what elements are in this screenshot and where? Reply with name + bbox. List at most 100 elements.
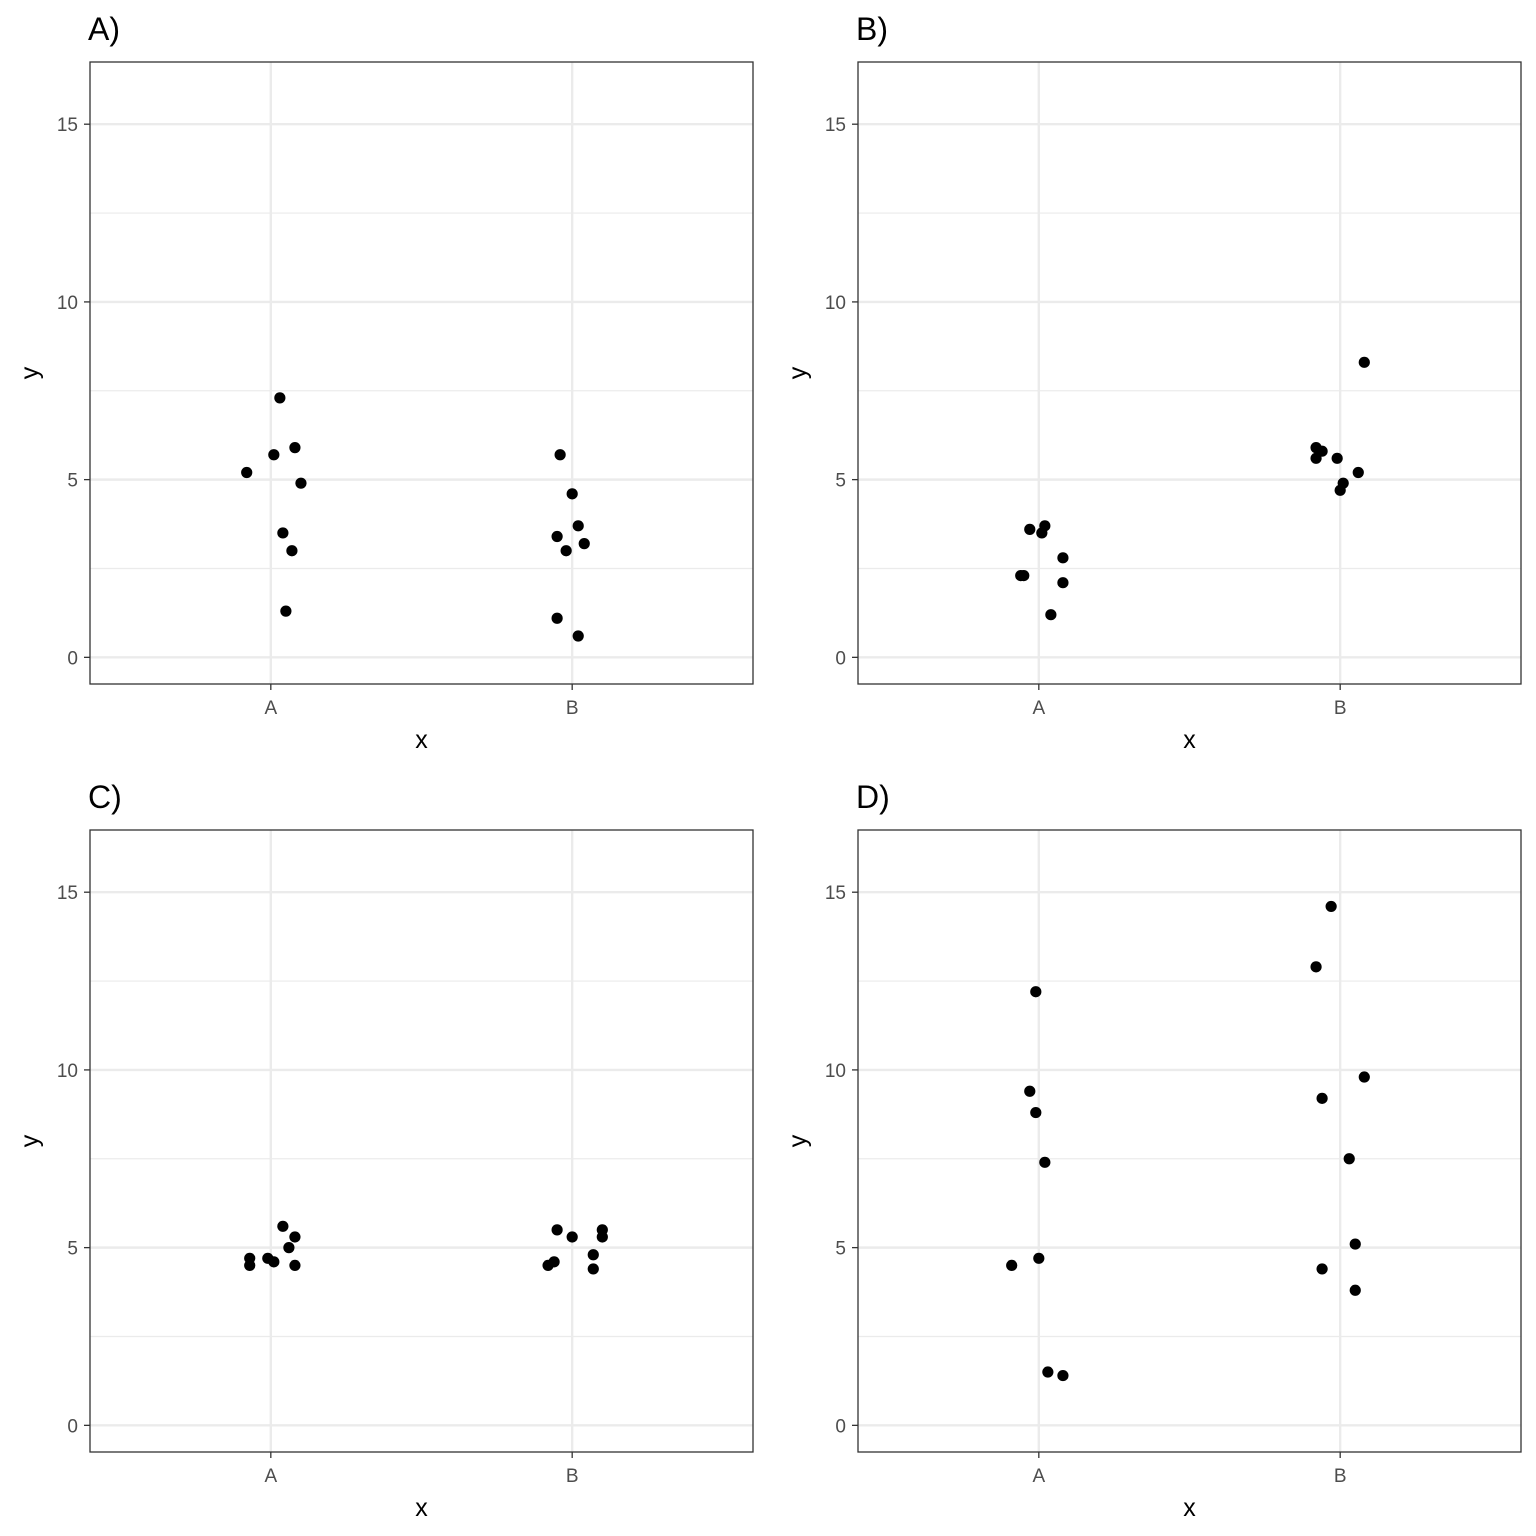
- data-point: [1334, 484, 1346, 496]
- y-tick-label: 15: [825, 115, 846, 136]
- data-point: [295, 477, 307, 489]
- data-point: [566, 1231, 578, 1243]
- chart-panel-0: 0 5 10 15 A B A) x y: [16, 11, 754, 754]
- x-tick-label: B: [1334, 1466, 1347, 1487]
- data-point: [1352, 466, 1364, 479]
- data-point: [551, 530, 563, 543]
- data-point: [572, 520, 584, 532]
- data-point: [1343, 1153, 1355, 1165]
- data-point: [1024, 1085, 1036, 1097]
- data-point: [289, 1231, 301, 1243]
- x-tick-label: A: [1032, 698, 1045, 719]
- data-point: [1030, 1106, 1042, 1119]
- data-point: [554, 449, 566, 461]
- data-point: [1039, 1156, 1051, 1168]
- y-tick-label: 0: [67, 648, 78, 669]
- y-axis-title: y: [16, 1134, 44, 1147]
- y-tick-label: 5: [67, 471, 78, 492]
- data-point: [289, 1259, 301, 1271]
- chart-panel-1: 0 5 10 15 A B B) x y: [784, 11, 1522, 754]
- data-point: [572, 630, 584, 642]
- panel-title: C): [88, 779, 122, 815]
- data-point: [596, 1231, 608, 1243]
- data-point: [551, 612, 563, 624]
- y-tick-label: 10: [825, 293, 846, 314]
- data-point: [551, 1224, 563, 1236]
- data-point: [1030, 986, 1042, 998]
- x-axis-title: x: [1183, 1494, 1196, 1522]
- data-point: [587, 1249, 599, 1261]
- panel-frame: [857, 61, 1522, 685]
- x-axis-title: x: [1183, 726, 1196, 754]
- y-tick-label: 10: [825, 1061, 846, 1082]
- x-tick-label: B: [1334, 698, 1347, 719]
- data-point: [1316, 1092, 1328, 1104]
- panel-frame: [89, 829, 754, 1453]
- data-point: [566, 488, 578, 500]
- x-axis-title: x: [415, 726, 428, 754]
- y-tick-label: 0: [835, 1416, 846, 1437]
- data-point: [1349, 1284, 1361, 1296]
- data-point: [1358, 1071, 1370, 1083]
- y-axis-title: y: [784, 366, 812, 379]
- panel-frame: [89, 61, 754, 685]
- panel-title: D): [856, 779, 890, 815]
- y-axis-title: y: [784, 1134, 812, 1147]
- x-tick-label: B: [566, 698, 579, 719]
- y-axis-title: y: [16, 366, 44, 379]
- data-point: [1057, 1369, 1069, 1382]
- data-point: [1358, 356, 1370, 368]
- data-point: [286, 545, 298, 557]
- data-point: [277, 1220, 289, 1232]
- data-point: [1006, 1259, 1018, 1271]
- y-tick-label: 15: [825, 883, 846, 904]
- data-point: [578, 538, 590, 550]
- y-tick-label: 10: [57, 1061, 78, 1082]
- data-point: [289, 442, 301, 454]
- x-tick-label: B: [566, 1466, 579, 1487]
- chart-panel-2: 0 5 10 15 A B C) x y: [16, 779, 754, 1522]
- data-point: [283, 1242, 295, 1254]
- data-point: [241, 466, 253, 479]
- data-point: [1042, 1366, 1054, 1378]
- data-point: [1057, 552, 1069, 564]
- data-point: [1349, 1238, 1361, 1250]
- x-tick-label: A: [264, 1466, 277, 1487]
- data-point: [268, 1256, 280, 1268]
- data-point: [1057, 577, 1069, 589]
- data-point: [1045, 609, 1057, 621]
- data-point: [1024, 523, 1036, 535]
- y-tick-label: 0: [67, 1416, 78, 1437]
- data-point: [280, 605, 292, 617]
- y-tick-label: 5: [835, 471, 846, 492]
- data-point: [1039, 520, 1051, 532]
- data-point: [1018, 569, 1030, 582]
- data-point: [1325, 900, 1337, 913]
- panel-title: A): [88, 11, 120, 47]
- y-tick-label: 5: [835, 1239, 846, 1260]
- panel-title: B): [856, 11, 888, 47]
- data-point: [277, 527, 289, 539]
- y-tick-label: 0: [835, 648, 846, 669]
- x-tick-label: A: [264, 698, 277, 719]
- y-tick-label: 5: [67, 1239, 78, 1260]
- x-axis-title: x: [415, 1494, 428, 1522]
- data-point: [560, 545, 572, 557]
- y-tick-label: 10: [57, 293, 78, 314]
- data-point: [587, 1263, 599, 1275]
- data-point: [542, 1259, 554, 1271]
- data-point: [1310, 961, 1322, 973]
- x-tick-label: A: [1032, 1466, 1045, 1487]
- data-point: [268, 449, 280, 461]
- y-tick-label: 15: [57, 883, 78, 904]
- data-point: [1316, 1263, 1328, 1275]
- data-point: [274, 392, 286, 404]
- data-point: [1033, 1252, 1045, 1264]
- data-point: [244, 1259, 256, 1271]
- chart-panel-3: 0 5 10 15 A B D) x y: [784, 779, 1522, 1522]
- y-tick-label: 15: [57, 115, 78, 136]
- data-point: [1331, 452, 1343, 464]
- data-point: [1310, 452, 1322, 464]
- panel-frame: [857, 829, 1522, 1453]
